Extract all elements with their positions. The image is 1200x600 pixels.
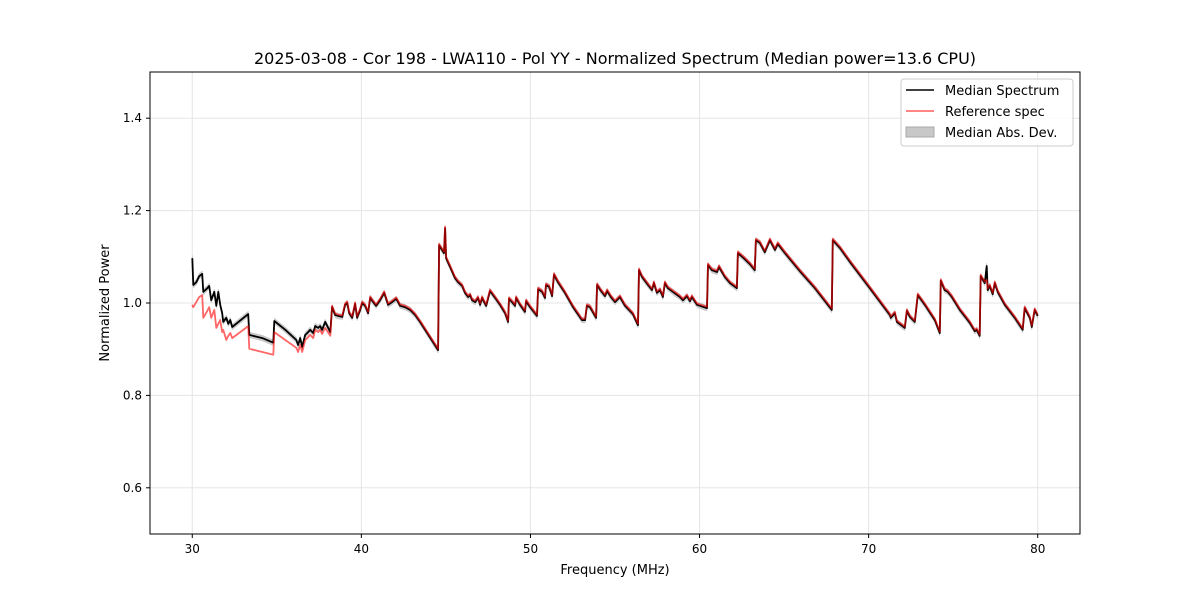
- x-tick-label: 30: [185, 542, 200, 556]
- chart-title: 2025-03-08 - Cor 198 - LWA110 - Pol YY -…: [254, 49, 976, 68]
- reference-spec-line: [191, 225, 1039, 356]
- y-tick-label: 1.4: [123, 111, 142, 125]
- legend-mad-swatch: [905, 126, 935, 138]
- legend-mad-label: Median Abs. Dev.: [945, 126, 1057, 141]
- x-tick-label: 60: [692, 542, 707, 556]
- x-axis-label: Frequency (MHz): [560, 563, 669, 578]
- x-tick-label: 40: [354, 542, 369, 556]
- y-tick-label: 1.2: [123, 204, 142, 218]
- ticks: 30 40 50 60 70 80 0.6 0.8 1.0 1.2 1.4: [123, 111, 1045, 556]
- legend-reference-label: Reference spec: [945, 105, 1045, 120]
- legend-frame: [900, 78, 1074, 147]
- y-tick-label: 1.0: [123, 296, 142, 310]
- x-tick-label: 80: [1030, 542, 1045, 556]
- mad-band: [192, 225, 1038, 354]
- plot-area: [191, 225, 1039, 356]
- x-tick-label: 70: [861, 542, 876, 556]
- y-axis-label: Normalized Power: [98, 244, 113, 362]
- y-tick-label: 0.6: [123, 481, 142, 495]
- y-tick-label: 0.8: [123, 388, 142, 402]
- legend-median-label: Median Spectrum: [945, 84, 1059, 99]
- x-tick-label: 50: [523, 542, 538, 556]
- legend: Median Spectrum Reference spec Median Ab…: [900, 78, 1074, 147]
- median-spectrum-line: [191, 227, 1039, 352]
